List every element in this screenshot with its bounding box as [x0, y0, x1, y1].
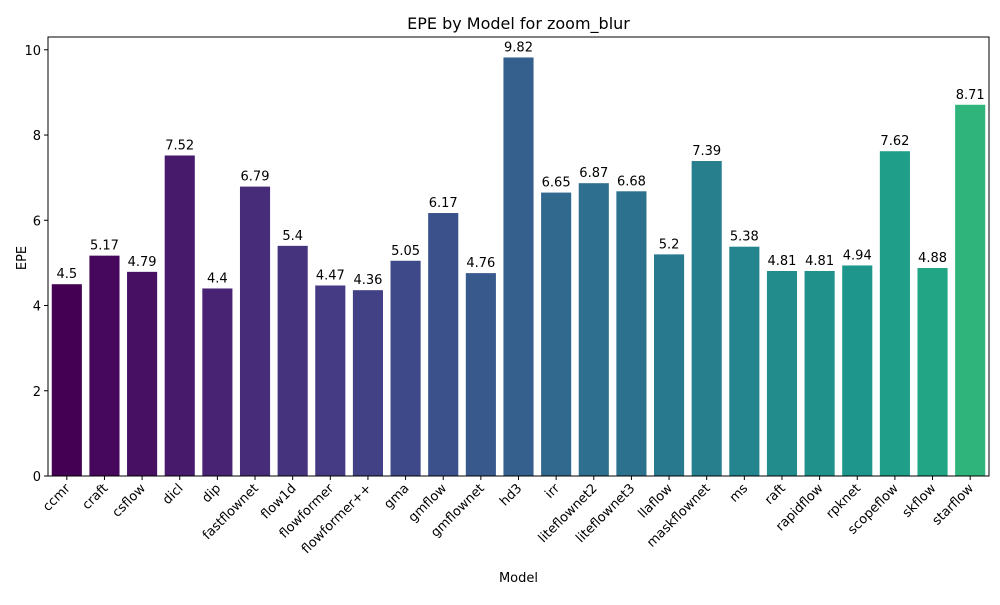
bar-ms	[729, 246, 760, 476]
data-label-skflow: 4.88	[918, 251, 947, 266]
x-tick-label: dip	[199, 481, 224, 506]
x-tick-label: csflow	[110, 481, 150, 521]
x-tick-label: starflow	[930, 481, 978, 529]
data-label-gma: 5.05	[391, 244, 420, 259]
y-tick-label: 4	[33, 300, 41, 315]
data-label-raft: 4.81	[768, 254, 797, 269]
y-tick-label: 0	[33, 470, 41, 485]
chart-title: EPE by Model for zoom_blur	[407, 14, 630, 34]
data-label-flowformer: 4.47	[316, 268, 345, 283]
bar-gma	[390, 260, 421, 476]
x-tick-label: flowformer++	[299, 481, 375, 557]
y-tick-label: 8	[33, 129, 41, 144]
x-tick-label: ccmr	[40, 481, 74, 515]
data-label-ms: 5.38	[730, 230, 759, 245]
x-tick-label: raft	[762, 481, 789, 508]
y-axis-label: EPE	[15, 246, 30, 270]
data-label-csflow: 4.79	[128, 255, 157, 270]
bar-craft	[89, 255, 120, 476]
bar-raft	[766, 270, 798, 476]
bar-liteflownet2	[578, 183, 609, 476]
data-label-flowformer++: 4.36	[353, 273, 382, 288]
data-label-dip: 4.4	[207, 271, 228, 286]
y-tick-label: 6	[33, 214, 41, 229]
data-label-rpknet: 4.94	[843, 248, 872, 263]
bar-flowformer++	[352, 290, 383, 476]
bar-rapidflow	[804, 270, 835, 476]
data-label-fastflownet: 6.79	[241, 170, 270, 185]
bar-gmflownet	[465, 273, 496, 476]
bar-skflow	[917, 268, 948, 476]
y-axis: 0 2 4 6 8 10	[24, 44, 48, 485]
data-labels-layer: 4.5 5.17 4.79 7.52 4.4 6.79 5.4 4.47 4.36 5.05 6.1…	[56, 40, 984, 288]
bar-flow1d	[277, 245, 308, 476]
x-tick-label: dicl	[160, 481, 187, 508]
bar-maskflownet	[691, 161, 722, 477]
bar-irr	[541, 192, 572, 476]
data-label-gmflownet: 4.76	[466, 256, 495, 271]
bar-gmflow	[428, 213, 459, 476]
x-tick-label: craft	[80, 481, 112, 513]
bar-dicl	[164, 155, 195, 477]
bar-scopeflow	[879, 151, 910, 476]
data-label-dicl: 7.52	[165, 138, 194, 153]
bar-csflow	[127, 271, 158, 476]
data-label-gmflow: 6.17	[429, 196, 458, 211]
data-label-starflow: 8.71	[956, 88, 985, 103]
data-label-maskflownet: 7.39	[692, 144, 721, 159]
bar-starflow	[955, 104, 986, 477]
data-label-liteflownet3: 6.68	[617, 174, 646, 189]
bar-dip	[202, 288, 233, 476]
y-tick-label: 10	[24, 44, 41, 59]
plot-frame	[47, 36, 990, 477]
data-label-irr: 6.65	[542, 176, 571, 191]
x-axis-label: Model	[499, 571, 538, 586]
bar-ccmr	[51, 284, 82, 476]
x-tick-label: ms	[727, 481, 752, 506]
bar-rpknet	[842, 265, 873, 476]
data-label-ccmr: 4.5	[56, 267, 77, 282]
bar-liteflownet3	[616, 191, 647, 477]
data-label-llaflow: 5.2	[659, 237, 680, 252]
data-label-flow1d: 5.4	[282, 229, 303, 244]
data-label-rapidflow: 4.81	[805, 254, 834, 269]
data-label-scopeflow: 7.62	[880, 134, 909, 149]
bar-flowformer	[315, 285, 346, 476]
bar-llaflow	[654, 254, 685, 476]
y-tick-label: 2	[33, 385, 41, 400]
x-tick-label: hd3	[497, 481, 525, 509]
data-label-craft: 5.17	[90, 239, 119, 254]
data-label-liteflownet2: 6.87	[579, 166, 608, 181]
data-label-hd3: 9.82	[504, 40, 533, 55]
x-tick-label: gma	[381, 481, 412, 512]
bar-fastflownet	[239, 186, 271, 477]
x-tick-label: irr	[542, 481, 563, 502]
bars-layer	[51, 57, 986, 477]
bar-hd3	[503, 57, 534, 476]
